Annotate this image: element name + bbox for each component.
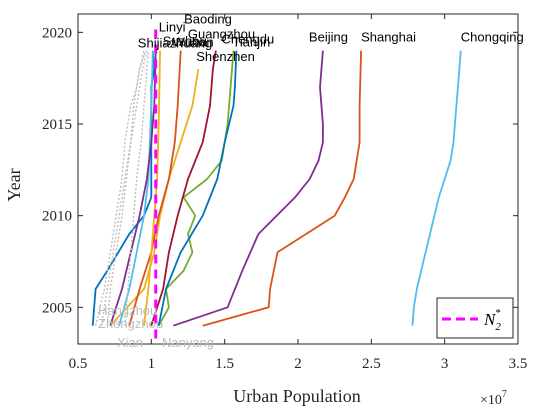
city-label-shenzhen: Shenzhen [196, 49, 255, 64]
x-tick-label: 1.5 [215, 356, 234, 372]
city-label-hangzhou: Hangzhou [98, 303, 157, 318]
y-tick-label: 2020 [42, 25, 72, 41]
series-line-chengdu [157, 50, 235, 327]
series-line-beijing [173, 50, 324, 327]
x-tick-label: 0.5 [69, 356, 88, 372]
city-label-tianjin: Tianjin [232, 35, 270, 50]
city-label-beijing: Beijing [309, 30, 348, 45]
y-tick-label: 2015 [42, 117, 72, 133]
axes-layer: 0.5 1 1.5 2 2.5 3 3.5 2005 2010 2015 2020 [42, 13, 528, 372]
series-line-wuhan [128, 50, 182, 326]
city-label-chengdu: Chengdu [221, 32, 274, 47]
y-axis-label: Year [4, 168, 24, 201]
city-label-nanyang: Nanyang [162, 335, 214, 350]
city-label-linyi: Linyi [159, 20, 186, 35]
x-tick-label: 3.5 [509, 356, 528, 372]
city-label-shijiazhuang: Shijiazhuang [138, 36, 212, 51]
series-line-nanyang [124, 50, 150, 326]
x-tick-label: 2.5 [362, 356, 381, 372]
city-label-suzhou: Suzhou [163, 34, 207, 49]
city-labels: Chongqing Shanghai Beijing ChengduTianjinGu… [98, 12, 524, 350]
city-label-shanghai: Shanghai [361, 30, 416, 45]
series-line-linyi [118, 50, 154, 326]
series-line-suzhou [109, 50, 157, 326]
y-tick-label: 2005 [42, 300, 72, 316]
series-line-shanghai [202, 50, 362, 327]
series-line-zhengzhou [100, 50, 145, 326]
city-label-guangzhou: Guangzhou [188, 27, 255, 42]
city-label-zhengzhou: Zhengzhou [98, 316, 163, 331]
city-label-chongqing: Chongqing [461, 30, 524, 45]
x-tick-label: 3 [441, 356, 449, 372]
city-label-xian: Xian [117, 335, 143, 350]
x-axis-label: Urban Population [233, 386, 361, 406]
x-axis-exponent: ×107 [480, 389, 507, 408]
x-tick-label: 2 [294, 356, 302, 372]
legend-label: N2* [483, 307, 501, 333]
series-line-xian [106, 50, 148, 326]
x-tick-label: 1 [148, 356, 156, 372]
legend: N2* [436, 297, 514, 339]
y-tick-label: 2010 [42, 209, 72, 225]
series-line-guangzhou [150, 50, 217, 326]
series-line-hangzhou [94, 50, 147, 326]
city-label-baoding: Baoding [184, 12, 232, 27]
city-label-wuhan: Wuhan [173, 35, 214, 50]
series-line-chongqing [411, 50, 462, 326]
series-layer [91, 50, 462, 327]
series-line-tianjin [157, 50, 238, 326]
